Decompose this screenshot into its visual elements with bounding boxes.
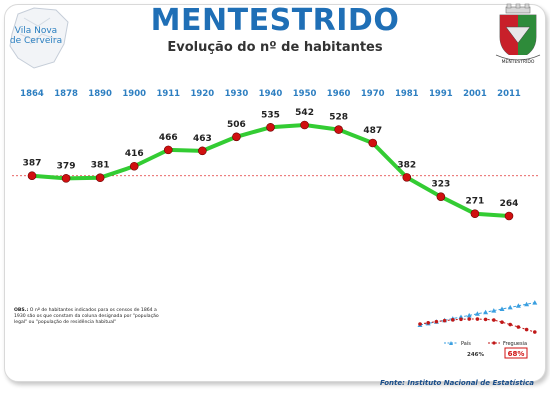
inset-freguesia-point [483,317,488,322]
inset-freguesia-point [467,317,472,321]
inset-pais-point [466,312,472,318]
data-label: 271 [466,197,485,207]
data-point [198,146,207,156]
inset-freguesia-point [434,319,439,324]
municipality-label-line1: Vila Nova [14,26,58,36]
data-label: 463 [193,134,212,144]
data-point [334,125,343,134]
data-point [61,174,71,183]
data-label: 379 [57,161,76,171]
x-axis-labels: 1864 1878 1890 1900 1911 1920 1930 1940 1950 1960… [20,89,521,99]
municipality-label: Vila Nova de Cerveira [6,26,66,46]
inset-freguesia-change-label: 68% [508,350,525,358]
data-labels: 387 379 381 416 466 463 506 535 542 528 487 382 323 2… [23,108,519,209]
data-label: 387 [23,159,42,169]
data-point [504,211,514,221]
data-label: 528 [329,113,348,123]
x-tick-label: 1981 [395,89,419,99]
municipality-label-line2: de Cerveira [9,36,63,46]
inset-pais-point [458,314,464,319]
data-label: 535 [261,110,280,120]
x-tick-label: 1950 [293,89,317,99]
x-tick-label: 1940 [259,89,283,99]
inset-freguesia-point [492,318,496,322]
x-tick-label: 1960 [327,89,351,99]
trend-inset: País Freguesia 246% 68% [417,300,538,359]
data-point [436,192,446,201]
observation-note: OBS.: O nº de habitantes indicados para … [14,308,164,326]
inset-pais-point [532,300,538,305]
source-citation: Fonte: Instituto Nacional de Estatística [379,379,534,387]
page-subtitle: Evolução do nº de habitantes [167,40,383,55]
chart-frame [4,4,546,382]
inset-freguesia-point [442,318,447,323]
inset-legend-pais-label: País [461,340,471,347]
inset-legend-pais-marker [449,341,453,345]
inset-freguesia-point [475,317,480,321]
inset-pais-line [419,302,535,326]
data-label: 506 [227,120,246,130]
x-tick-label: 1911 [156,89,180,99]
x-tick-label: 1991 [429,89,453,99]
data-label: 323 [431,180,450,190]
x-tick-label: 1890 [88,89,112,99]
inset-freguesia-point [533,330,537,334]
x-tick-label: 1864 [20,89,44,99]
inset-pais-point [491,308,497,313]
inset-freguesia-point [451,318,455,322]
note-text: O nº de habitantes indicados para os cen… [14,308,159,325]
note-prefix: OBS.: [14,308,29,313]
x-tick-label: 2011 [497,89,521,99]
inset-freguesia-point [516,325,521,329]
data-point [266,122,275,132]
x-tick-label: 1900 [122,89,146,99]
data-point [368,138,378,148]
data-point [163,145,173,155]
municipality-map-icon [9,7,69,69]
data-point [300,120,309,130]
x-tick-label: 1970 [361,89,385,99]
data-label: 487 [363,126,382,136]
data-label: 264 [500,199,519,209]
data-points [27,120,514,221]
inset-freguesia-point [418,322,422,326]
x-tick-label: 2001 [463,89,487,99]
inset-legend-freguesia-label: Freguesia [503,341,527,347]
inset-pais-point [515,303,521,308]
inset-freguesia-point [524,327,529,332]
inset-pais-point [499,306,505,311]
inset-pais-point [483,309,489,315]
inset-pais-change-label: 246% [467,352,484,358]
data-point [129,161,139,171]
inset-freguesia-point [426,320,431,325]
parish-crest-icon: MENTESTRIDO [495,3,541,65]
x-tick-label: 1930 [225,89,249,99]
data-label: 381 [91,161,110,171]
inset-pais-point [507,304,513,310]
inset-freguesia-point [500,320,504,324]
data-point [402,173,412,182]
data-label: 542 [295,108,314,118]
data-point [470,209,480,219]
data-label: 382 [397,160,416,170]
inset-pais-point [524,301,530,307]
data-point [27,171,37,181]
inset-freguesia-point [508,322,512,327]
data-point [232,132,241,142]
data-label: 416 [125,149,144,159]
inset-freguesia-point [459,317,463,322]
data-point [95,173,105,183]
crest-label: MENTESTRIDO [502,59,535,65]
inset-freguesia-change-box [504,347,528,359]
data-label: 466 [159,133,178,143]
page-title: MENTESTRIDO [150,3,400,38]
x-tick-label: 1878 [54,89,78,99]
inset-pais-point [474,311,480,316]
inset-legend-freguesia-marker [492,341,496,345]
x-tick-label: 1920 [191,89,215,99]
